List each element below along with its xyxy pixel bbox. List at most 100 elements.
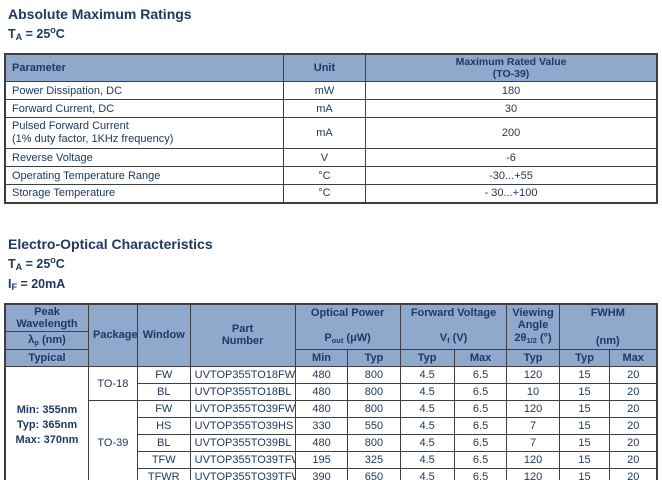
vf-symbol: V: [439, 331, 448, 344]
optical-power-min-cell: 480: [294, 400, 349, 418]
fwhm-typ-cell: 15: [558, 434, 611, 452]
optical-power-typ-cell: 800: [347, 366, 401, 384]
optical-power-typ-cell: 800: [347, 383, 401, 401]
wavelength-min: Min: 355nm: [16, 404, 78, 417]
table-row-to39-fw: TO-39 FW UVTOP355TO39FW 480 800 4.5 6.5 …: [5, 400, 658, 480]
optical-power-label: Optical Power: [310, 306, 385, 319]
if-symbol: I: [8, 276, 12, 291]
fwhm-typ-cell: 15: [558, 366, 611, 384]
unit-cell: °C: [282, 166, 367, 185]
forward-voltage-max-cell: 6.5: [453, 366, 508, 384]
forward-voltage-typ-cell: 4.5: [399, 417, 455, 435]
ta-subscript: A: [15, 261, 23, 272]
part-number-cell: UVTOP355TO39TFWR: [189, 468, 296, 480]
max-rated-value-line1: Maximum Rated Value: [455, 56, 567, 68]
optical-power-min-cell: 480: [294, 366, 349, 384]
ta-value: = 25: [22, 27, 51, 41]
electro-optical-characteristics-table: Peak Wavelength Package Window Part Numb…: [4, 302, 658, 480]
part-number-cell: UVTOP355TO39HS: [189, 417, 296, 435]
group-header-fwhm: FWHM (nm): [558, 303, 658, 350]
value-cell: -30...+55: [365, 166, 658, 185]
value-cell: 30: [365, 99, 658, 118]
optical-power-typ-cell: 650: [347, 468, 401, 480]
forward-voltage-max-cell: 6.5: [453, 434, 508, 452]
window-cell: HS: [136, 417, 191, 435]
value-cell: 200: [365, 117, 658, 149]
viewing-angle-cell: 7: [506, 417, 560, 435]
sub-header-max: Max: [609, 349, 658, 367]
forward-voltage-typ-cell: 4.5: [399, 366, 455, 384]
forward-voltage-typ-cell: 4.5: [399, 434, 455, 452]
optical-power-min-cell: 195: [294, 451, 349, 469]
group-header-optical-power: Optical Power Pout (μW): [294, 303, 401, 350]
fwhm-unit: (nm): [595, 334, 620, 347]
celsius-label: C: [55, 256, 65, 271]
forward-voltage-typ-cell: 4.5: [399, 400, 455, 418]
condition-ambient-temperature-2: TA = 25oC: [8, 253, 658, 275]
sub-header-min: Min: [294, 349, 349, 367]
forward-voltage-max-cell: 6.5: [453, 417, 508, 435]
optical-power-min-cell: 390: [294, 468, 349, 480]
table-row-forward-current: Forward Current, DC mA 30: [4, 99, 658, 118]
wavelength-max: Max: 370nm: [15, 434, 79, 447]
column-header-package: Package: [87, 303, 138, 367]
viewing-angle-cell: 120: [506, 400, 560, 418]
unit-cell: mW: [282, 81, 367, 100]
group-header-viewing-angle: Viewing Angle 2θ1/2 (°): [506, 303, 560, 350]
column-header-window: Window: [136, 303, 191, 367]
pout-subscript: out: [331, 335, 344, 345]
viewing-angle-line1: Viewing: [512, 306, 554, 319]
forward-voltage-max-cell: 6.5: [453, 468, 508, 480]
parameter-cell: Reverse Voltage: [4, 148, 284, 167]
value-cell: - 30...+100: [365, 184, 658, 203]
optical-power-typ-cell: 800: [347, 400, 401, 418]
peak-wavelength-line1: Peak: [34, 305, 60, 318]
lambda-subscript: p: [34, 338, 39, 347]
fwhm-typ-cell: 15: [558, 417, 611, 435]
fwhm-max-cell: 20: [609, 417, 658, 435]
table-row-to18-bl: BL UVTOP355TO18BL 480 800 4.5 6.5 10 15 …: [5, 383, 658, 401]
theta-subscript: 1/2: [526, 335, 537, 345]
fwhm-max-cell: 20: [609, 383, 658, 401]
window-cell: TFW: [136, 451, 191, 469]
window-cell: BL: [136, 383, 191, 401]
wavelength-summary-cell: Min: 355nm Typ: 365nm Max: 370nm: [4, 366, 89, 480]
part-number-cell: UVTOP355TO39FW: [189, 400, 296, 418]
parameter-cell: Power Dissipation, DC: [4, 81, 284, 100]
part-number-cell: UVTOP355TO39BL: [189, 434, 296, 452]
pout-symbol: P: [324, 331, 332, 344]
unit-cell: mA: [282, 99, 367, 118]
if-subscript: F: [11, 281, 17, 292]
pulsed-current-line2: (1% duty factor, 1KHz frequency): [12, 133, 174, 145]
window-cell: BL: [136, 434, 191, 452]
theta-symbol: 2θ: [514, 331, 527, 344]
fwhm-typ-cell: 15: [558, 468, 611, 480]
max-rated-value-line2: (TO-39): [492, 68, 530, 80]
ta-subscript: A: [15, 32, 23, 42]
column-header-maximum-rated-value: Maximum Rated Value (TO-39): [365, 53, 658, 82]
viewing-angle-cell: 7: [506, 434, 560, 452]
package-cell-to39: TO-39: [87, 400, 138, 480]
fwhm-max-cell: 20: [609, 468, 658, 480]
degree-superscript: o: [50, 25, 56, 35]
wavelength-typ: Typ: 365nm: [16, 419, 78, 432]
celsius-label: C: [55, 27, 65, 41]
table-row-to39-tfwr: TFWR UVTOP355TO39TFWR 390 650 4.5 6.5 12…: [5, 468, 658, 480]
viewing-angle-line2: Angle: [517, 318, 549, 331]
fwhm-typ-cell: 15: [558, 400, 611, 418]
forward-voltage-typ-cell: 4.5: [399, 451, 455, 469]
table-row-to39-bl: BL UVTOP355TO39BL 480 800 4.5 6.5 7 15 2…: [5, 434, 658, 452]
theta-unit: (°): [536, 331, 552, 344]
value-cell: 180: [365, 81, 658, 100]
optical-power-min-cell: 330: [294, 417, 349, 435]
part-number-cell: UVTOP355TO18BL: [189, 383, 296, 401]
table-row-pulsed-forward-current: Pulsed Forward Current (1% duty factor, …: [4, 117, 658, 149]
sub-header-typ: Typ: [558, 349, 611, 367]
optical-power-min-cell: 480: [294, 383, 349, 401]
unit-cell: V: [282, 148, 367, 167]
condition-ambient-temperature: TA = 25oC: [8, 23, 658, 45]
part-number-line1: Part: [231, 323, 254, 336]
window-cell: FW: [136, 400, 191, 418]
unit-cell: °C: [282, 184, 367, 203]
forward-voltage-typ-cell: 4.5: [399, 468, 455, 480]
